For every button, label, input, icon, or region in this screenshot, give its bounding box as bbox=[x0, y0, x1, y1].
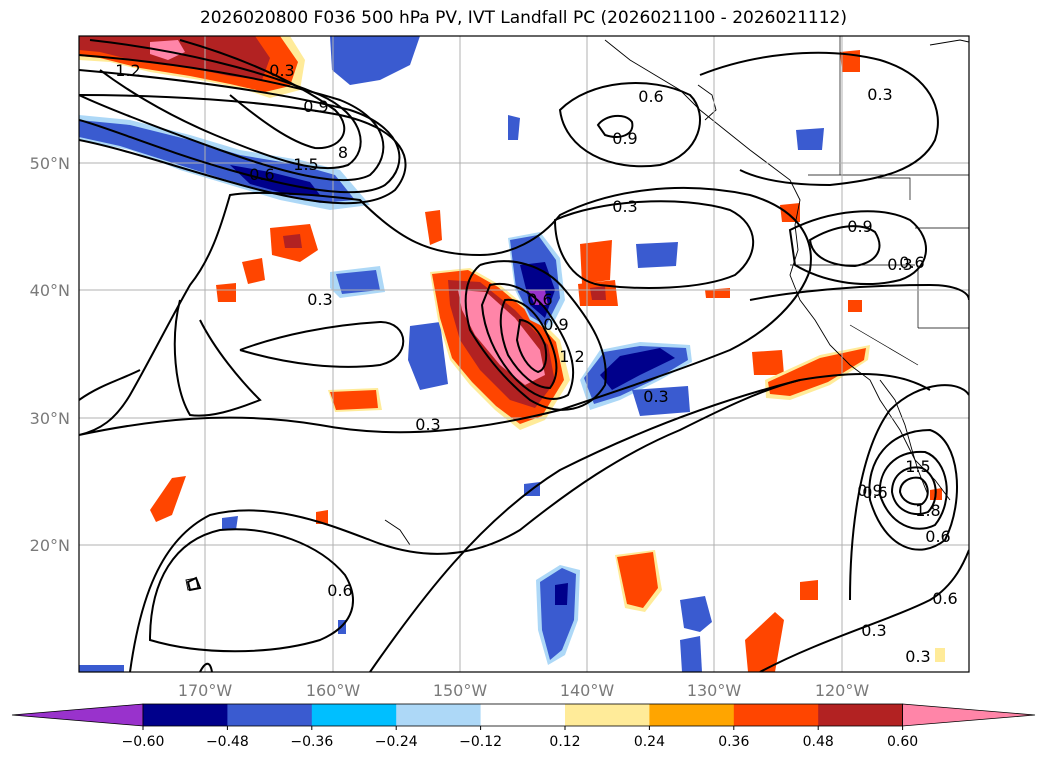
colorbar-tick-label: 0.60 bbox=[887, 734, 918, 750]
contour-labels: 1.2 0.3 0.9 8 1.5 0.6 0.3 0.6 0.9 0.3 0.… bbox=[115, 61, 957, 666]
contour-label: 1.8 bbox=[915, 501, 940, 520]
colorbar-tick-label: 0.12 bbox=[549, 734, 580, 750]
colorbar-segment bbox=[649, 704, 735, 726]
colorbar-outline bbox=[142, 703, 903, 727]
contour-label: 1.5 bbox=[293, 155, 318, 174]
contour-label: 0.6 bbox=[899, 253, 924, 272]
contour-label: 0.3 bbox=[861, 621, 886, 640]
contour-label: 0.6 bbox=[932, 589, 957, 608]
contour-label: 0.3 bbox=[307, 290, 332, 309]
colorbar-segment bbox=[480, 704, 566, 726]
colorbar-tick-label: 0.48 bbox=[803, 734, 834, 750]
contour-label: 0.3 bbox=[612, 197, 637, 216]
contour-label: 0.6 bbox=[327, 581, 352, 600]
lon-label: 140°W bbox=[560, 681, 615, 700]
colorbar-segment bbox=[227, 704, 313, 726]
colorbar-segment bbox=[818, 704, 904, 726]
colorbar: −0.60 −0.48 −0.36 −0.24 −0.12 0.12 0.24 0.36 0.4… bbox=[11, 703, 1036, 750]
contour-label: 1.2 bbox=[559, 347, 584, 366]
contour-label: 1.5 bbox=[905, 457, 930, 476]
colorbar-segment bbox=[143, 704, 228, 726]
contour-label: 0.3 bbox=[887, 255, 912, 274]
colorbar-tick-label: −0.48 bbox=[206, 734, 249, 750]
lon-label: 130°W bbox=[687, 681, 742, 700]
colorbar-tick-label: 0.36 bbox=[718, 734, 749, 750]
lat-label: 50°N bbox=[30, 154, 70, 173]
contour-label: 8 bbox=[338, 143, 348, 162]
contour-label: 1.2 bbox=[115, 61, 140, 80]
contour-label: 0.6 bbox=[527, 290, 552, 309]
colorbar-tick-label: −0.36 bbox=[290, 734, 333, 750]
lat-label: 20°N bbox=[30, 536, 70, 555]
lon-label: 150°W bbox=[433, 681, 488, 700]
contour-label: 0.9 bbox=[847, 217, 872, 236]
colorbar-segment bbox=[311, 704, 397, 726]
colorbar-extend-high bbox=[902, 703, 1036, 727]
coastlines bbox=[185, 39, 969, 591]
colorbar-extend-low bbox=[11, 703, 144, 727]
longitude-labels: 170°W 160°W 150°W 140°W 130°W 120°W bbox=[178, 681, 870, 700]
contour-label: 0.3 bbox=[905, 647, 930, 666]
contour-label: 0.6 bbox=[925, 527, 950, 546]
contour-label: 0.9 bbox=[612, 129, 637, 148]
colorbar-tick-label: −0.24 bbox=[375, 734, 418, 750]
contour-label: 0.9 bbox=[303, 97, 328, 116]
contour-label: 0.3 bbox=[867, 85, 892, 104]
contour-label: 0.9 bbox=[857, 481, 882, 500]
lat-label: 40°N bbox=[30, 281, 70, 300]
lon-label: 160°W bbox=[306, 681, 361, 700]
contour-label: 0.3 bbox=[269, 61, 294, 80]
colorbar-segment bbox=[565, 704, 650, 726]
contour-label: 0.6 bbox=[638, 87, 663, 106]
lat-label: 30°N bbox=[30, 409, 70, 428]
latitude-labels: 50°N 40°N 30°N 20°N bbox=[30, 154, 70, 555]
lon-label: 120°W bbox=[815, 681, 870, 700]
colorbar-segment bbox=[396, 704, 482, 726]
contour-label: 0.3 bbox=[415, 415, 440, 434]
colorbar-segment bbox=[733, 704, 819, 726]
contour-label: 0.6 bbox=[862, 483, 887, 502]
colorbar-tick-label: −0.12 bbox=[459, 734, 502, 750]
contour-label: 0.3 bbox=[643, 387, 668, 406]
lon-label: 170°W bbox=[178, 681, 233, 700]
map-title: 2026020800 F036 500 hPa PV, IVT Landfall… bbox=[199, 8, 847, 28]
map-frame bbox=[78, 35, 970, 673]
colorbar-tick-label: −0.60 bbox=[122, 734, 165, 750]
contour-label: 0.9 bbox=[543, 315, 568, 334]
colorbar-tick-label: 0.24 bbox=[634, 734, 665, 750]
ivt-contours bbox=[79, 39, 969, 672]
contour-label: 0.6 bbox=[249, 165, 274, 184]
